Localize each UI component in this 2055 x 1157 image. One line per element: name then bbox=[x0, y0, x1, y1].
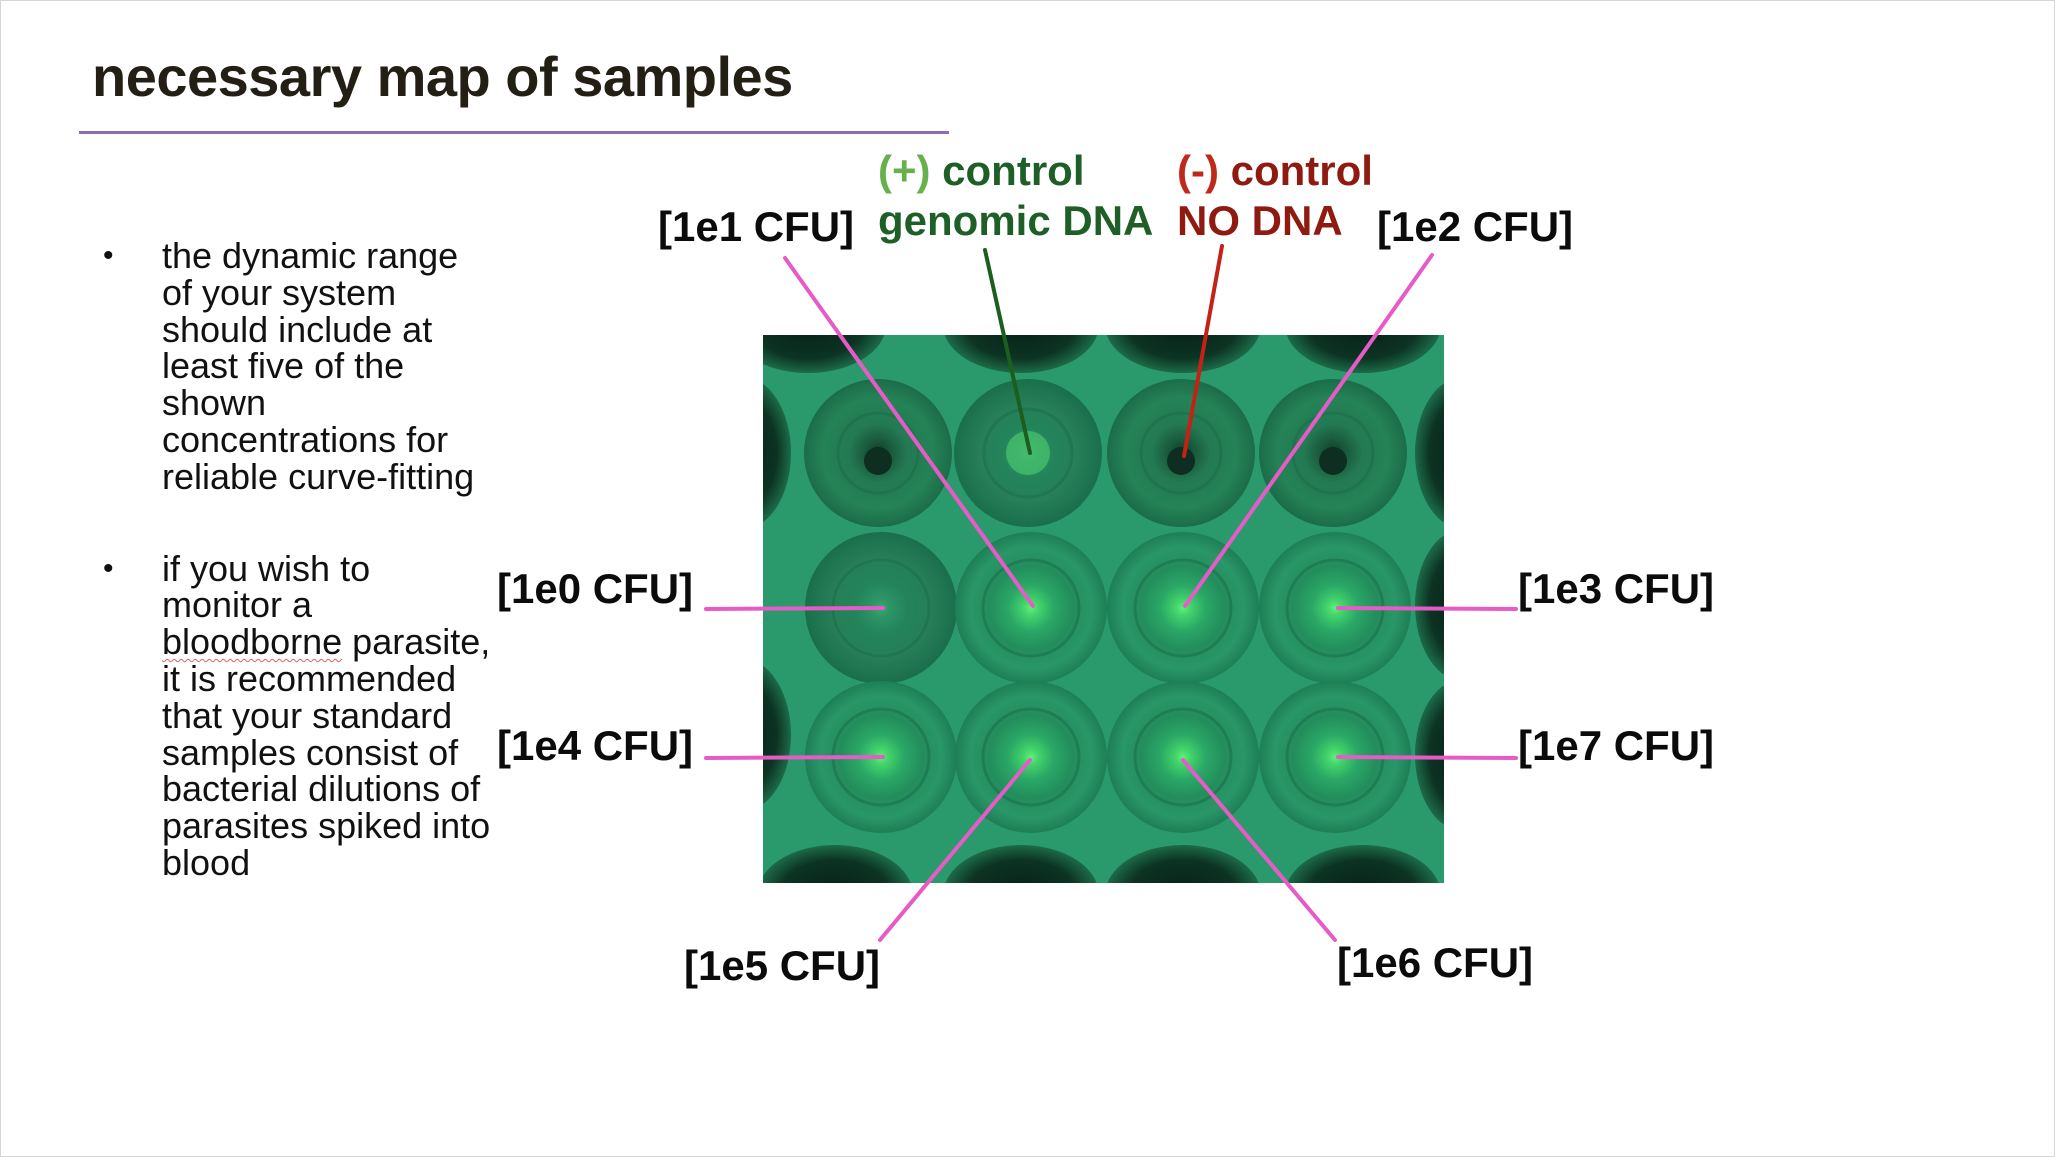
neg-control-sublabel: NO DNA bbox=[1177, 197, 1343, 244]
bullet-icon: • bbox=[103, 551, 114, 585]
bullet-item-bloodborne: • if you wish to monitor a bloodborne pa… bbox=[95, 547, 495, 883]
label-1e5-cfu: [1e5 CFU] bbox=[684, 942, 881, 989]
bullet-icon: • bbox=[103, 239, 114, 272]
bullet-list: • the dynamic range of your system shoul… bbox=[95, 235, 495, 883]
title-underline-rule bbox=[79, 131, 949, 134]
label-1e2-cfu: [1e2 CFU] bbox=[1377, 203, 1574, 250]
slide-title: necessary map of samples bbox=[92, 45, 793, 108]
label-1e3-cfu: [1e3 CFU] bbox=[1518, 565, 1715, 612]
label-1e4-cfu: [1e4 CFU] bbox=[497, 722, 694, 769]
well-plate-image bbox=[763, 335, 1444, 883]
neg-control-label: (-) control bbox=[1177, 150, 1373, 192]
pos-control-sign: (+) bbox=[878, 147, 931, 194]
label-1e1-cfu: [1e1 CFU] bbox=[658, 203, 855, 250]
label-1e6-cfu: [1e6 CFU] bbox=[1337, 939, 1534, 986]
pos-control-sublabel: genomic DNA bbox=[878, 197, 1154, 244]
spellcheck-underlined-word: bloodborne bbox=[162, 621, 343, 663]
bullet-text: the dynamic range of your system should … bbox=[162, 235, 475, 497]
label-1e7-cfu: [1e7 CFU] bbox=[1518, 722, 1715, 769]
bullet-item-dynamic-range: • the dynamic range of your system shoul… bbox=[95, 235, 495, 497]
label-1e0-cfu: [1e0 CFU] bbox=[497, 565, 694, 612]
bullet-text-part: if you wish to monitor a bbox=[162, 547, 371, 626]
pos-control-word: control bbox=[942, 147, 1085, 194]
pos-control-label: (+) control bbox=[878, 150, 1085, 192]
neg-control-word: control bbox=[1230, 147, 1373, 194]
bullet-text-part: parasite, it is recommended that your st… bbox=[162, 621, 491, 883]
neg-control-sign: (-) bbox=[1177, 147, 1219, 194]
